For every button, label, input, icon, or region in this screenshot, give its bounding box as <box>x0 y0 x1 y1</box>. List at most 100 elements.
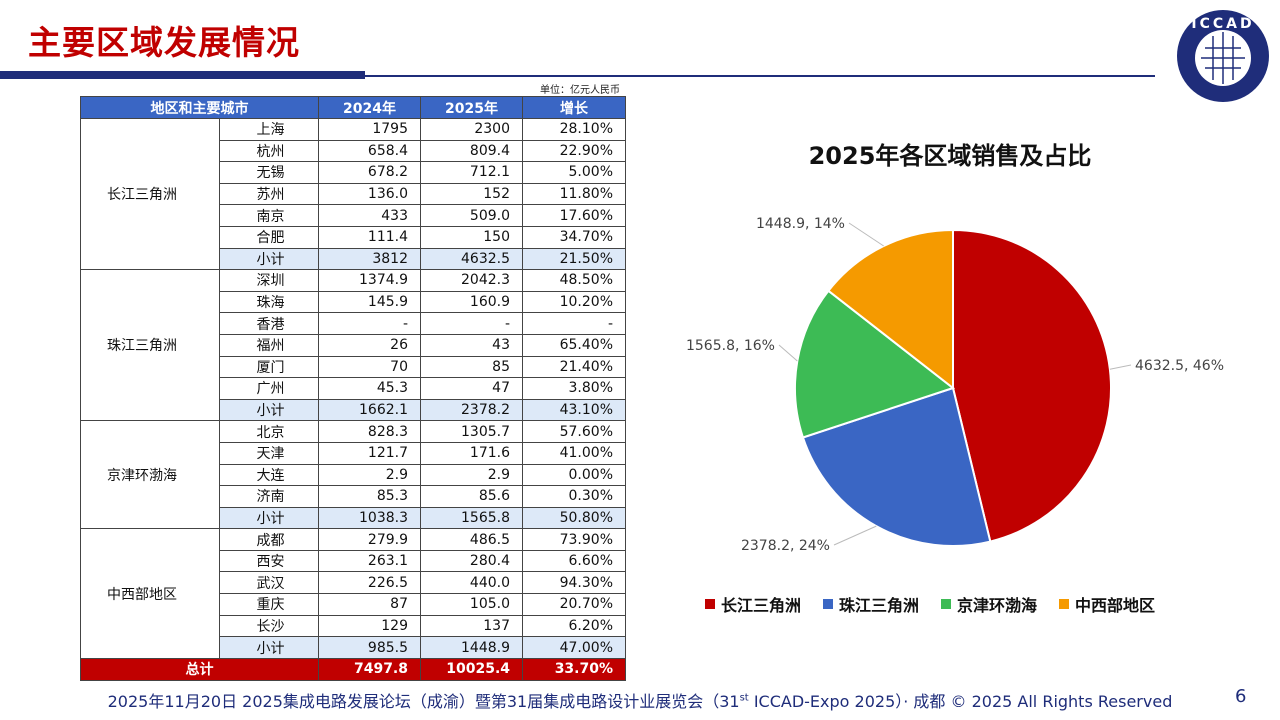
city-cell: 福州 <box>219 333 319 357</box>
growth-cell: - <box>522 312 626 335</box>
legend-label: 京津环渤海 <box>957 596 1038 615</box>
growth-cell: 5.00% <box>522 161 626 184</box>
subtotal-row: 小计 1038.3 1565.8 50.80% <box>81 506 626 530</box>
value-2025-cell: 440.0 <box>420 571 523 595</box>
title-divider <box>365 75 1155 77</box>
value-2024-cell: 70 <box>318 355 421 379</box>
total-value-2024: 7497.8 <box>318 657 421 681</box>
table-row: 长沙 129 137 6.20% <box>81 614 626 638</box>
city-cell: 杭州 <box>219 139 319 163</box>
value-2025-cell: 47 <box>420 377 523 400</box>
subtotal-label: 小计 <box>219 398 319 422</box>
subtotal-growth: 21.50% <box>522 247 626 271</box>
region-cell: 长江三角洲 <box>79 117 221 271</box>
title-underline <box>0 71 365 79</box>
legend-item: 中西部地区 <box>1059 592 1155 616</box>
value-2025-cell: 509.0 <box>420 204 523 227</box>
header-region: 地区和主要城市 <box>80 96 319 119</box>
table-header-row: 地区和主要城市 2024年 2025年 增长 <box>80 96 626 119</box>
growth-cell: 48.50% <box>522 269 626 292</box>
value-2024-cell: 658.4 <box>318 139 421 163</box>
subtotal-growth: 43.10% <box>522 398 626 422</box>
table-row: 无锡 678.2 712.1 5.00% <box>81 161 626 184</box>
footer-text: 2025年11月20日 2025集成电路发展论坛（成渝）暨第31届集成电路设计业… <box>0 688 1280 712</box>
legend-label: 中西部地区 <box>1075 596 1156 615</box>
region-cell: 中西部地区 <box>79 528 221 659</box>
leader-line <box>833 525 877 546</box>
value-2025-cell: 150 <box>420 225 523 249</box>
header-2025: 2025年 <box>420 96 523 119</box>
city-cell: 大连 <box>219 463 319 487</box>
subtotal-value-2025: 2378.2 <box>420 398 523 422</box>
growth-cell: 3.80% <box>522 377 626 400</box>
total-value-2025: 10025.4 <box>420 657 523 681</box>
total-growth: 33.70% <box>522 657 626 681</box>
city-cell: 苏州 <box>219 182 319 206</box>
region-cell: 珠江三角洲 <box>79 269 221 422</box>
value-2024-cell: - <box>318 312 421 335</box>
table-row: 珠海 145.9 160.9 10.20% <box>81 290 626 314</box>
subtotal-growth: 47.00% <box>522 636 626 659</box>
city-cell: 珠海 <box>219 290 319 314</box>
table-row: 福州 26 43 65.40% <box>81 333 626 357</box>
city-cell: 香港 <box>219 312 319 335</box>
value-2024-cell: 136.0 <box>318 182 421 206</box>
footer-main: 2025年11月20日 2025集成电路发展论坛（成渝）暨第31届集成电路设计业… <box>107 692 740 711</box>
table-row: 长江三角洲 上海 1795 2300 28.10% <box>79 117 626 271</box>
city-cell: 深圳 <box>219 269 319 292</box>
table-row: 大连 2.9 2.9 0.00% <box>81 463 626 487</box>
table-row: 南京 433 509.0 17.60% <box>81 204 626 227</box>
pie-slice-2 <box>801 386 992 547</box>
growth-cell: 28.10% <box>522 118 626 141</box>
legend-item: 珠江三角洲 <box>823 592 919 616</box>
value-2025-cell: 85.6 <box>420 485 523 508</box>
legend-swatch <box>941 599 952 609</box>
legend-swatch <box>823 599 834 609</box>
city-cell: 上海 <box>219 118 319 141</box>
value-2024-cell: 85.3 <box>318 485 421 508</box>
value-2025-cell: 105.0 <box>420 593 523 616</box>
total-label: 总计 <box>80 657 319 681</box>
growth-cell: 20.70% <box>522 593 626 616</box>
growth-cell: 6.20% <box>522 614 626 638</box>
value-2025-cell: 280.4 <box>420 549 523 573</box>
value-2024-cell: 1374.9 <box>318 269 421 292</box>
city-cell: 天津 <box>219 441 319 465</box>
city-cell: 武汉 <box>219 571 319 595</box>
table-row: 杭州 658.4 809.4 22.90% <box>81 139 626 163</box>
subtotal-value-2024: 1662.1 <box>318 398 421 422</box>
subtotal-value-2024: 985.5 <box>318 636 421 659</box>
value-2025-cell: 486.5 <box>420 528 523 551</box>
subtotal-row: 小计 3812 4632.5 21.50% <box>81 247 626 271</box>
value-2025-cell: 2042.3 <box>420 269 523 292</box>
value-2025-cell: 2.9 <box>420 463 523 487</box>
subtotal-value-2024: 3812 <box>318 247 421 271</box>
table-row: 合肥 111.4 150 34.70% <box>81 225 626 249</box>
value-2024-cell: 26 <box>318 333 421 357</box>
page-number: 6 <box>1235 686 1247 707</box>
value-2024-cell: 2.9 <box>318 463 421 487</box>
value-2024-cell: 828.3 <box>318 420 421 443</box>
footer-rest: ICCAD-Expo 2025）· 成都 © 2025 All Rights R… <box>748 692 1173 711</box>
value-2025-cell: 152 <box>420 182 523 206</box>
table-row: 天津 121.7 171.6 41.00% <box>81 441 626 465</box>
growth-cell: 65.40% <box>522 333 626 357</box>
legend-item: 京津环渤海 <box>941 592 1037 616</box>
value-2024-cell: 121.7 <box>318 441 421 465</box>
table-row: 珠江三角洲 深圳 1374.9 2042.3 48.50% <box>79 269 626 422</box>
city-cell: 北京 <box>219 420 319 443</box>
subtotal-growth: 50.80% <box>522 506 626 530</box>
data-label: 1565.8, 16% <box>686 338 775 354</box>
growth-cell: 11.80% <box>522 182 626 206</box>
growth-cell: 0.30% <box>522 485 626 508</box>
region-sales-table: 地区和主要城市 2024年 2025年 增长 长江三角洲 上海 1795 2300 28… <box>79 96 626 681</box>
subtotal-value-2025: 1448.9 <box>420 636 523 659</box>
data-label: 2378.2, 24% <box>741 538 830 554</box>
legend-label: 珠江三角洲 <box>839 596 920 615</box>
value-2025-cell: 712.1 <box>420 161 523 184</box>
value-2025-cell: 43 <box>420 333 523 357</box>
city-cell: 长沙 <box>219 614 319 638</box>
value-2024-cell: 45.3 <box>318 377 421 400</box>
data-label: 4632.5, 46% <box>1135 358 1224 374</box>
city-cell: 无锡 <box>219 161 319 184</box>
